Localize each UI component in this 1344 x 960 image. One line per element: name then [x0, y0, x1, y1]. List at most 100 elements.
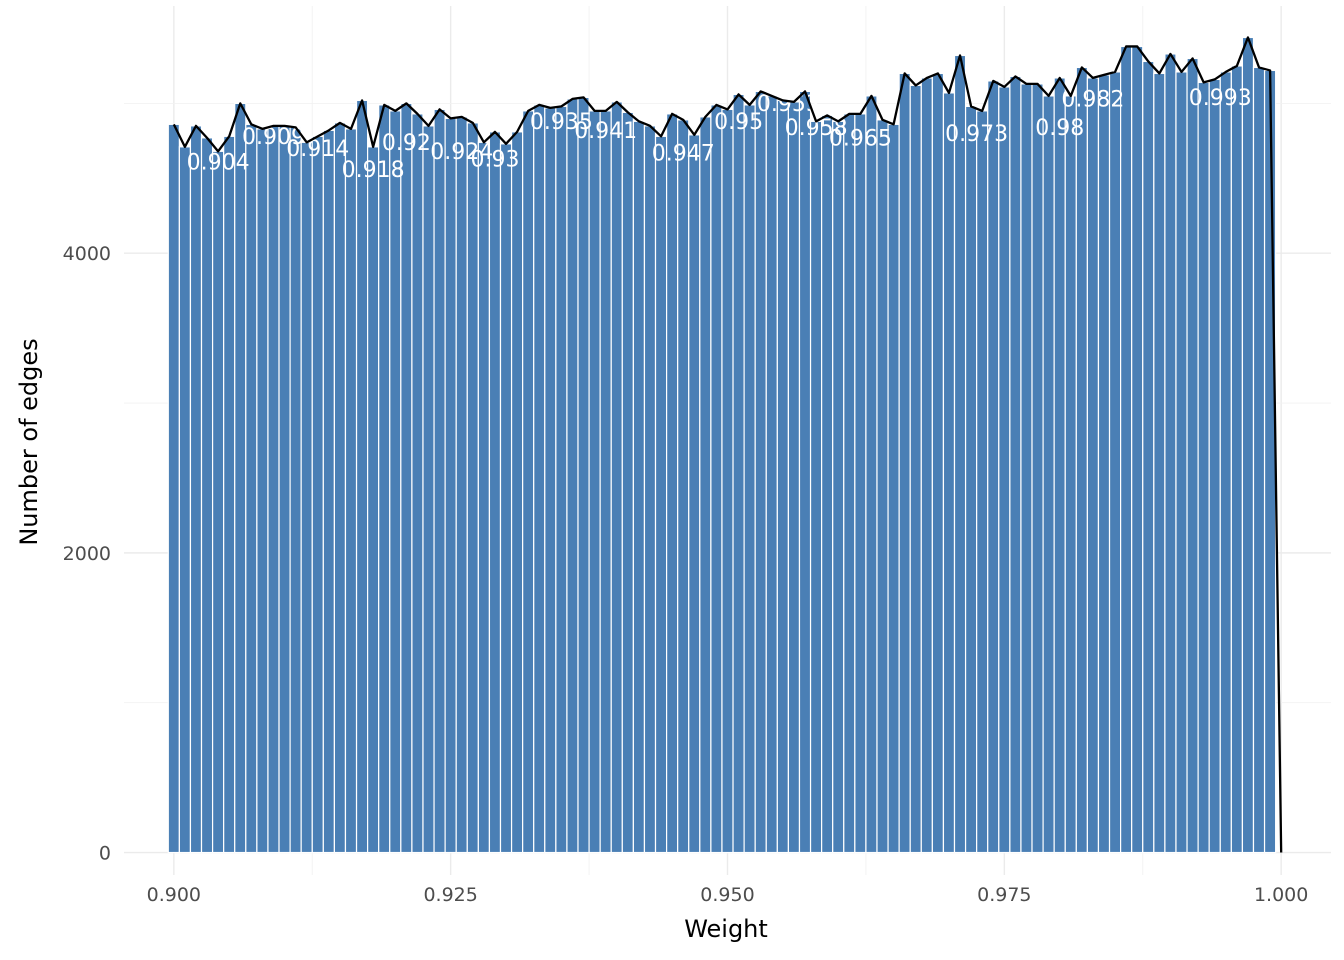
histogram-bar [1153, 72, 1166, 854]
histogram-bar [1108, 71, 1122, 854]
bar-value-label: 0.98 [1035, 116, 1084, 141]
histogram-bar [178, 146, 192, 854]
histogram-bar [1009, 75, 1022, 854]
histogram-bar [909, 84, 922, 854]
histogram-bar [522, 110, 535, 854]
histogram-bar [1142, 60, 1155, 854]
bar-value-label: 0.924 [430, 140, 493, 165]
histogram-bar [1230, 65, 1244, 854]
histogram-bar [245, 123, 258, 854]
histogram-bar [533, 104, 546, 854]
histogram-bar [344, 128, 358, 854]
histogram-bar [798, 90, 812, 854]
data-labels: 0.918 0.904 0.914 0.92 0.930.924 0.947 0.965 0.… [187, 86, 1252, 183]
histogram-bar [964, 105, 978, 854]
histogram-bar [389, 110, 402, 854]
histogram-bar [1120, 45, 1133, 854]
histogram-bar [311, 135, 324, 854]
histogram-bar [300, 141, 313, 854]
histogram-bar [577, 96, 590, 854]
histogram-bar [854, 113, 867, 854]
histogram-bar [289, 126, 302, 854]
histogram-bar [189, 125, 203, 854]
histogram-bar [987, 80, 1000, 854]
histogram-bar [1053, 77, 1066, 854]
histogram-bar [1208, 78, 1221, 854]
histogram-bar [1186, 57, 1199, 854]
histogram-bar [1031, 83, 1044, 854]
histogram-bar [499, 143, 513, 854]
y-tick-label: 2000 [63, 543, 111, 565]
histogram-bar [455, 116, 468, 854]
histogram-bar [776, 99, 790, 854]
bar-value-label: 0.947 [652, 141, 715, 166]
histogram-bar [821, 114, 834, 854]
histogram-bar [544, 107, 557, 854]
x-tick-label: 0.975 [977, 884, 1031, 906]
bar-value-label: 0.935 [530, 110, 593, 135]
histogram-bar [1175, 71, 1188, 854]
histogram-bar [510, 131, 524, 854]
histogram-bar [433, 108, 446, 854]
histogram-bar [378, 104, 391, 854]
histogram-bar [234, 102, 247, 854]
y-tick-label: 4000 [63, 243, 111, 265]
histogram-bar [688, 134, 701, 854]
histogram-bar [931, 72, 945, 854]
histogram-bar [665, 113, 679, 854]
y-axis-title: Number of edges [15, 338, 43, 545]
bar-value-label: 0.914 [286, 137, 349, 162]
histogram-bar [1097, 74, 1111, 854]
histogram-bar [1241, 36, 1255, 854]
histogram-bar [1020, 83, 1033, 854]
frequency-line [172, 36, 1283, 853]
histogram-bar [466, 122, 479, 854]
histogram-bar [1252, 66, 1266, 854]
x-tick-label: 0.925 [423, 884, 477, 906]
bar-value-label: 0.909 [242, 125, 305, 150]
histogram-bar [643, 125, 657, 854]
histogram-bar [588, 110, 601, 854]
histogram-bar [976, 110, 989, 854]
histogram-bar [477, 141, 491, 854]
bar-value-label: 0.965 [829, 126, 892, 151]
histogram-bar [998, 86, 1011, 854]
bar-value-label: 0.973 [945, 122, 1008, 147]
histogram-bar [223, 135, 236, 854]
bar-value-label: 0.95 [714, 110, 763, 135]
histogram-bar [953, 54, 967, 854]
x-tick-label: 0.900 [147, 884, 201, 906]
histogram-bar [1075, 66, 1088, 854]
histogram-bar [444, 117, 457, 854]
histogram-bar [167, 123, 180, 854]
histogram-bar [555, 105, 568, 854]
histogram-bar [1131, 45, 1144, 854]
histogram-bar [621, 111, 634, 854]
bar-value-label: 0.904 [187, 150, 250, 175]
histogram-bar [765, 95, 778, 854]
histogram-bar [809, 120, 823, 854]
histogram-bar [1197, 81, 1210, 854]
histogram-bar [599, 110, 612, 854]
x-axis-title: Weight [684, 915, 768, 943]
histogram-bar [865, 95, 878, 854]
histogram-bar [787, 101, 801, 854]
bar-value-label: 0.92 [382, 131, 431, 156]
histogram-bar [887, 123, 900, 854]
histogram-bar [267, 125, 280, 854]
histogram-bar [422, 125, 435, 854]
histogram-bar [610, 101, 623, 854]
histogram-bar [942, 92, 956, 854]
histogram-bar [743, 104, 756, 854]
histogram-bar [322, 129, 335, 854]
histogram-bar [355, 99, 369, 854]
histogram-bar [400, 102, 413, 854]
histogram-bar [1086, 77, 1100, 854]
x-tick-label: 0.950 [700, 884, 754, 906]
histogram-bar [632, 120, 646, 854]
histogram-bar [920, 77, 933, 854]
histogram-bar [832, 120, 845, 854]
bar-value-label: 0.982 [1061, 87, 1124, 112]
histogram-bar [876, 119, 889, 854]
histogram-bar [754, 90, 767, 854]
